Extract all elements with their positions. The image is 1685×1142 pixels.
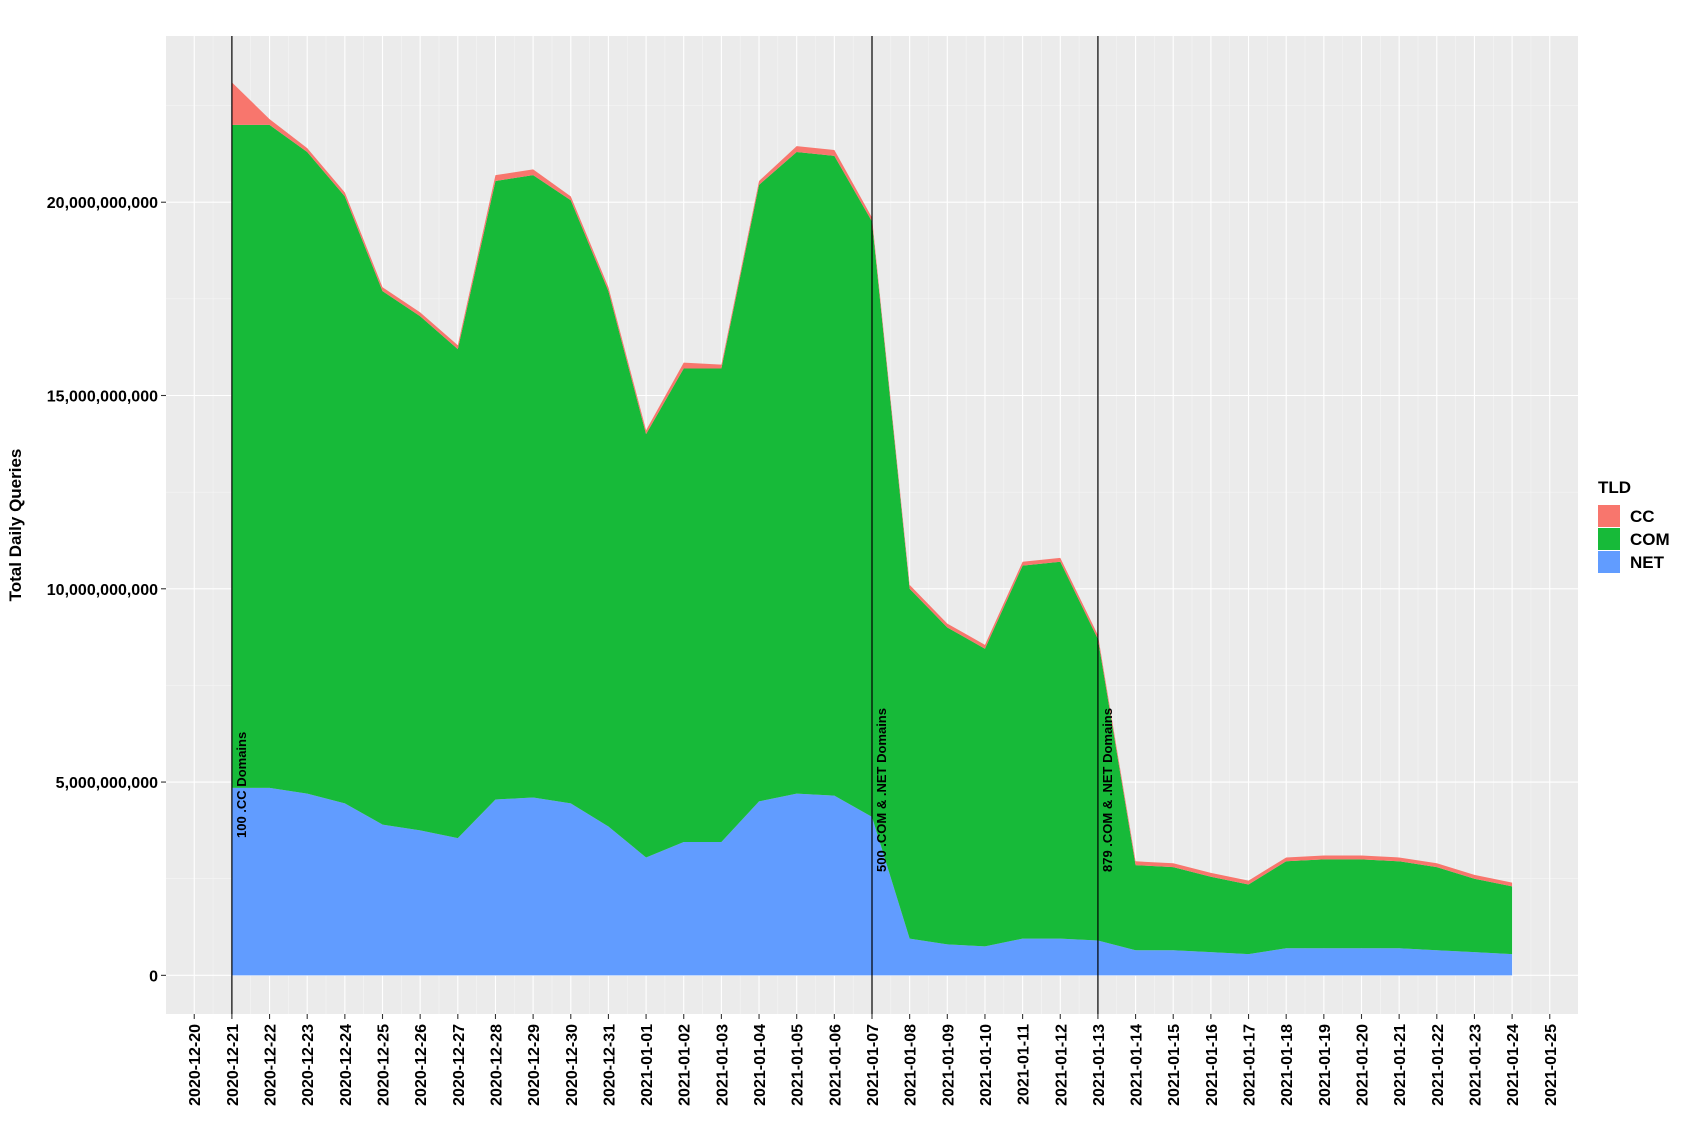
x-tick-label: 2021-01-21 (1392, 1024, 1409, 1106)
x-tick-label: 2020-12-25 (376, 1024, 393, 1106)
x-tick-label: 2021-01-07 (865, 1024, 882, 1106)
x-axis: 2020-12-20 2020-12-21 2020-12-22 2020-12-23… (187, 1014, 1560, 1106)
x-tick-label: 2021-01-13 (1091, 1024, 1108, 1106)
y-axis: 0 5,000,000,000 10,000,000,000 15,000,000,0… (47, 195, 166, 985)
legend: TLD CC COM NET (1598, 478, 1670, 573)
x-tick-label: 2021-01-02 (677, 1024, 694, 1106)
x-tick-label: 2020-12-24 (338, 1024, 355, 1106)
x-tick-label: 2020-12-28 (488, 1024, 505, 1106)
x-tick-label: 2021-01-19 (1317, 1024, 1334, 1106)
y-tick-label: 10,000,000,000 (47, 582, 158, 599)
x-tick-label: 2021-01-04 (752, 1024, 769, 1106)
x-tick-label: 2021-01-16 (1204, 1024, 1221, 1106)
legend-swatch-cc (1598, 505, 1620, 527)
annotation-label: 879 .COM & .NET Domains (1100, 708, 1115, 872)
x-tick-label: 2021-01-23 (1467, 1024, 1484, 1106)
x-tick-label: 2021-01-18 (1279, 1024, 1296, 1106)
annotations: 100 .CC Domains 500 .COM & .NET Domains 87… (231, 36, 1115, 1014)
x-tick-label: 2020-12-27 (451, 1024, 468, 1106)
x-tick-label: 2021-01-06 (827, 1024, 844, 1106)
legend-swatch-net (1598, 551, 1620, 573)
x-tick-label: 2021-01-08 (903, 1024, 920, 1106)
legend-label-net: NET (1630, 553, 1665, 572)
legend-label-cc: CC (1630, 507, 1655, 526)
x-tick-label: 2021-01-25 (1543, 1024, 1560, 1106)
y-axis-title: Total Daily Queries (6, 449, 25, 602)
x-tick-label: 2021-01-11 (1016, 1024, 1033, 1105)
x-tick-label: 2021-01-24 (1505, 1024, 1522, 1106)
legend-label-com: COM (1630, 530, 1670, 549)
annotation-label: 500 .COM & .NET Domains (874, 708, 889, 872)
x-tick-label: 2021-01-05 (790, 1024, 807, 1106)
x-tick-label: 2020-12-30 (564, 1024, 581, 1106)
y-tick-label: 20,000,000,000 (47, 195, 158, 212)
x-tick-label: 2021-01-17 (1242, 1024, 1259, 1106)
x-tick-label: 2020-12-29 (526, 1024, 543, 1106)
x-tick-label: 2020-12-31 (601, 1024, 618, 1106)
x-tick-label: 2020-12-20 (187, 1024, 204, 1106)
x-tick-label: 2021-01-14 (1129, 1024, 1146, 1106)
x-tick-label: 2021-01-09 (940, 1024, 957, 1106)
x-tick-label: 2020-12-23 (300, 1024, 317, 1106)
legend-title: TLD (1598, 478, 1631, 497)
y-tick-label: 15,000,000,000 (47, 389, 158, 406)
x-tick-label: 2021-01-20 (1354, 1024, 1371, 1106)
x-tick-label: 2021-01-22 (1430, 1024, 1447, 1106)
x-tick-label: 2021-01-15 (1166, 1024, 1183, 1106)
annotation-label: 100 .CC Domains (234, 732, 249, 838)
x-tick-label: 2021-01-03 (714, 1024, 731, 1106)
legend-swatch-com (1598, 528, 1620, 550)
x-tick-label: 2020-12-26 (413, 1024, 430, 1106)
y-tick-label: 5,000,000,000 (56, 775, 158, 792)
x-tick-label: 2021-01-12 (1053, 1024, 1070, 1106)
x-tick-label: 2020-12-22 (263, 1024, 280, 1106)
x-tick-label: 2021-01-01 (639, 1024, 656, 1106)
x-tick-label: 2021-01-10 (978, 1024, 995, 1106)
x-tick-label: 2020-12-21 (225, 1024, 242, 1106)
y-tick-label: 0 (149, 968, 158, 985)
